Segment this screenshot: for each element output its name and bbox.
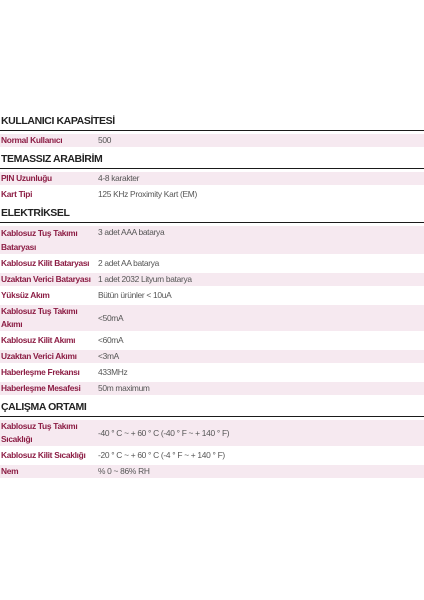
spec-label: Haberleşme Mesafesi: [1, 383, 81, 393]
spec-label: Uzaktan Verici Akımı: [1, 351, 77, 361]
spec-value: 125 KHz Proximity Kart (EM): [98, 189, 197, 199]
spec-value: <60mA: [98, 335, 124, 345]
spec-value: % 0 ~ 86% RH: [98, 466, 150, 476]
spec-label: Uzaktan Verici Bataryası: [1, 274, 91, 284]
spec-value: 4-8 karakter: [98, 173, 140, 183]
spec-value: 2 adet AA batarya: [98, 258, 160, 268]
spec-label: Yüksüz Akım: [1, 290, 50, 300]
section-header-user-capacity: KULLANICI KAPASİTESİ: [0, 112, 424, 131]
section-header-electrical: ELEKTRİKSEL: [0, 204, 424, 223]
spec-row-lock-current: Kablosuz Kilit Akımı <60mA: [0, 334, 424, 347]
spec-value: 500: [98, 135, 112, 145]
spec-value: 3 adet AAA batarya: [98, 227, 165, 237]
spec-label: Kart Tipi: [1, 189, 33, 199]
spec-row-normal-user: Normal Kullanıcı 500: [0, 134, 424, 147]
spec-row-keypad-current: Kablosuz Tuş Takımı Akımı <50mA: [0, 305, 424, 331]
spec-label: PIN Uzunluğu: [1, 173, 52, 183]
spec-label: Kablosuz Kilit Bataryası: [1, 258, 90, 268]
spec-label: Kablosuz Kilit Sıcaklığı: [1, 450, 86, 460]
spec-row-card-type: Kart Tipi 125 KHz Proximity Kart (EM): [0, 188, 424, 201]
spec-row-frequency: Haberleşme Frekansı 433MHz: [0, 366, 424, 379]
spec-value: <3mA: [98, 351, 119, 361]
spec-sheet: KULLANICI KAPASİTESİ Normal Kullanıcı 50…: [0, 109, 424, 481]
spec-row-remote-battery: Uzaktan Verici Bataryası 1 adet 2032 Lit…: [0, 273, 424, 286]
spec-label: Kablosuz Kilit Akımı: [1, 335, 76, 345]
spec-row-humidity: Nem % 0 ~ 86% RH: [0, 465, 424, 478]
spec-row-lock-battery: Kablosuz Kilit Bataryası 2 adet AA batar…: [0, 257, 424, 270]
spec-row-range: Haberleşme Mesafesi 50m maximum: [0, 382, 424, 395]
spec-value: -20 ° C ~ + 60 ° C (-4 ° F ~ + 140 ° F): [98, 450, 225, 460]
spec-row-pin-length: PIN Uzunluğu 4-8 karakter: [0, 172, 424, 185]
spec-label: Kablosuz Tuş Takımı Sıcaklığı: [1, 421, 78, 444]
spec-value: <50mA: [98, 312, 124, 323]
spec-label: Normal Kullanıcı: [1, 135, 63, 145]
spec-row-idle-current: Yüksüz Akım Bütün ürünler < 10uA: [0, 289, 424, 302]
spec-label: Haberleşme Frekansı: [1, 367, 80, 377]
spec-label-line: Kablosuz Tuş Takımı: [1, 228, 78, 238]
spec-value: -40 ° C ~ + 60 ° C (-40 ° F ~ + 140 ° F): [98, 427, 230, 438]
spec-value: 50m maximum: [98, 383, 150, 393]
spec-row-remote-current: Uzaktan Verici Akımı <3mA: [0, 350, 424, 363]
spec-value: 433MHz: [98, 367, 128, 377]
spec-value: Bütün ürünler < 10uA: [98, 290, 172, 300]
spec-label: Kablosuz Tuş Takımı Bataryası: [0, 226, 98, 254]
spec-value: 1 adet 2032 Lityum batarya: [98, 274, 192, 284]
spec-label-line: Bataryası: [1, 242, 37, 252]
spec-label: Kablosuz Tuş Takımı Akımı: [1, 306, 78, 329]
spec-row-keypad-battery: Kablosuz Tuş Takımı Bataryası 3 adet AAA…: [0, 226, 424, 254]
spec-label: Nem: [1, 466, 19, 476]
spec-row-lock-temperature: Kablosuz Kilit Sıcaklığı -20 ° C ~ + 60 …: [0, 449, 424, 462]
spec-row-keypad-temperature: Kablosuz Tuş Takımı Sıcaklığı -40 ° C ~ …: [0, 420, 424, 446]
section-header-contactless: TEMASSIZ ARABİRİM: [0, 150, 424, 169]
section-header-operating-environment: ÇALIŞMA ORTAMI: [0, 398, 424, 417]
